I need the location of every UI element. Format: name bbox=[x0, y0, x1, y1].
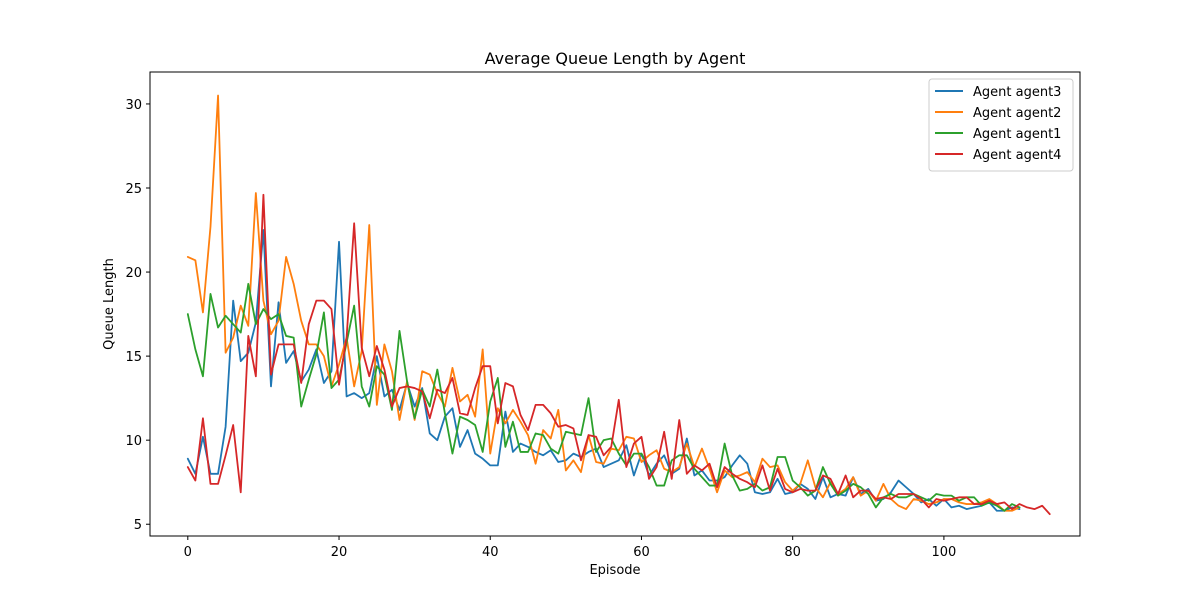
legend-box bbox=[928, 78, 1074, 172]
x-axis-title: Episode bbox=[589, 563, 640, 578]
series-line-4 bbox=[186, 193, 1051, 516]
legend-label-1: Agent agent3 bbox=[973, 85, 1061, 100]
x-axis: 0 20 40 60 80 100 bbox=[184, 536, 956, 560]
y-axis-title: Queue Length bbox=[102, 258, 117, 350]
x-tick-label: 100 bbox=[931, 545, 956, 560]
x-tick-label: 80 bbox=[784, 545, 801, 560]
y-tick-label: 30 bbox=[125, 98, 142, 113]
plot-frame bbox=[149, 71, 1081, 537]
y-tick-label: 15 bbox=[125, 350, 142, 365]
chart-title: Average Queue Length by Agent bbox=[485, 49, 746, 68]
y-tick-label: 5 bbox=[134, 518, 142, 533]
series-line-3 bbox=[186, 282, 1021, 512]
x-tick-label: 60 bbox=[633, 545, 650, 560]
y-tick-label: 25 bbox=[125, 182, 142, 197]
legend-label-3: Agent agent1 bbox=[973, 127, 1061, 142]
x-tick-label: 20 bbox=[331, 545, 348, 560]
y-tick-label: 10 bbox=[125, 434, 142, 449]
y-tick-label: 20 bbox=[125, 266, 142, 281]
x-tick-label: 0 bbox=[184, 545, 192, 560]
legend-label-2: Agent agent2 bbox=[973, 106, 1061, 121]
legend-label-4: Agent agent4 bbox=[973, 148, 1061, 163]
y-axis: 5 10 15 20 25 30 bbox=[125, 98, 150, 533]
x-tick-label: 40 bbox=[482, 545, 499, 560]
legend: Agent agent3 Agent agent2 Agent agent1 Agen… bbox=[928, 78, 1074, 172]
series-layer bbox=[186, 94, 1051, 516]
series-line-2 bbox=[186, 94, 1021, 512]
